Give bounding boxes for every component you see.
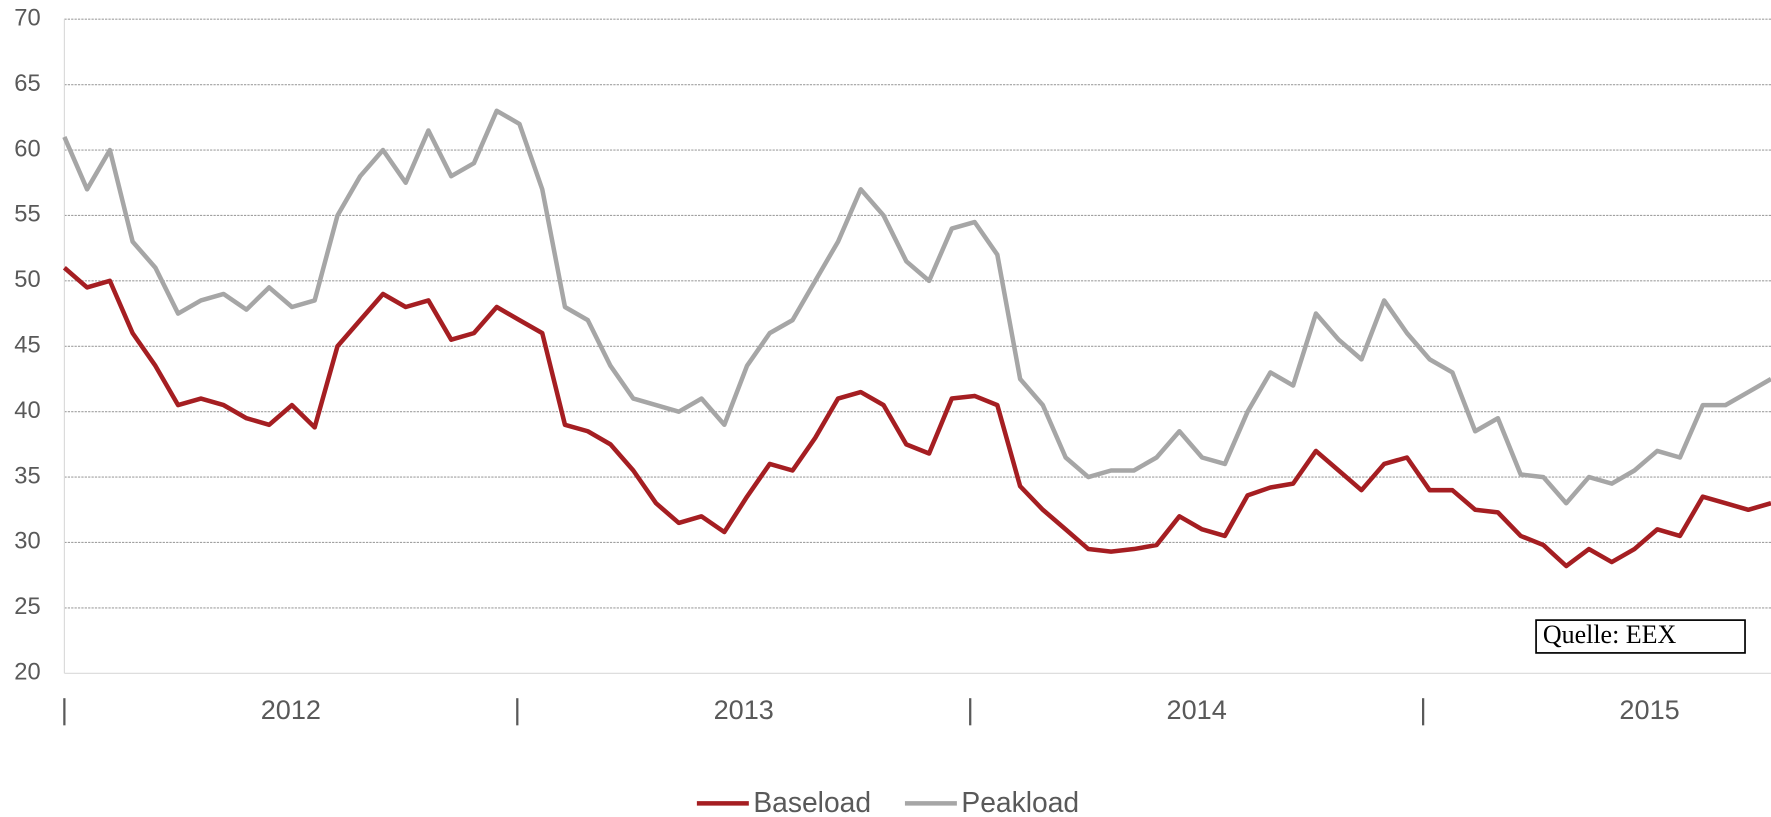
y-tick-label: 55 — [14, 202, 40, 228]
y-tick-label: 60 — [14, 136, 40, 162]
y-tick-label: 70 — [14, 5, 40, 31]
y-tick-label: 35 — [14, 463, 40, 489]
series-line — [62, 266, 1771, 569]
y-tick-label: 30 — [14, 529, 40, 555]
annotation: Quelle: EEX — [1543, 620, 1677, 649]
y-tick-label: 45 — [14, 333, 40, 359]
x-tick-label: 2014 — [1167, 694, 1227, 725]
y-tick-label: 20 — [14, 660, 40, 686]
legend-label: Peakload — [961, 786, 1079, 817]
legend-label: Baseload — [753, 786, 871, 817]
x-tick-label: 2012 — [261, 694, 321, 725]
y-tick-label: 65 — [14, 71, 40, 97]
y-tick-label: 40 — [14, 398, 40, 424]
x-tick-label: 2013 — [714, 694, 774, 725]
annotation-box — [1535, 619, 1746, 654]
y-tick-label: 25 — [14, 594, 40, 620]
y-tick-label: 50 — [14, 267, 40, 293]
x-tick-label: 2015 — [1619, 694, 1679, 725]
series-line — [62, 108, 1771, 506]
